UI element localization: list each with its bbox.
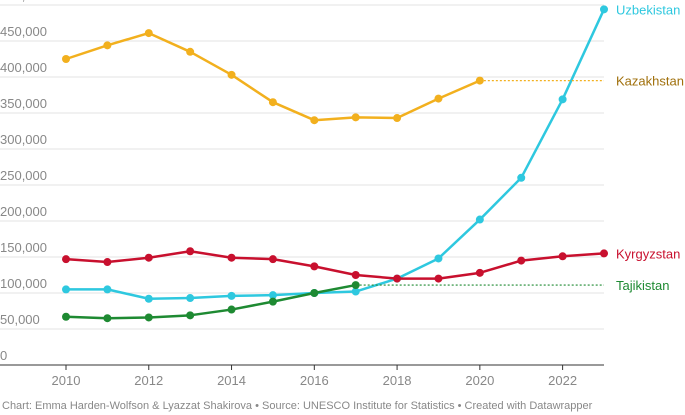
tajikistan-point [268, 297, 277, 306]
x-tick-label: 2016 [300, 373, 329, 388]
x-tick-label: 2014 [217, 373, 246, 388]
tajikistan-point [351, 281, 360, 290]
kyrgyzstan-point [268, 255, 277, 264]
kyrgyzstan-point [103, 258, 112, 267]
tajikistan-point [227, 305, 236, 314]
kazakhstan-point [434, 94, 443, 103]
y-tick-label: 150,000 [0, 240, 47, 255]
uzbekistan-point [103, 285, 112, 294]
uzbekistan-point [268, 291, 277, 300]
uzbekistan-line [64, 8, 606, 301]
tajikistan-point [144, 313, 153, 322]
kazakhstan-point [268, 98, 277, 107]
uzbekistan-point [186, 294, 195, 303]
kyrgyzstan-line [64, 249, 606, 280]
uzbekistan-point [434, 254, 443, 263]
series-lines [62, 5, 608, 323]
uzbekistan-point [62, 285, 70, 294]
y-tick-label: 350,000 [0, 96, 47, 111]
x-tick-label: 2020 [465, 373, 494, 388]
kazakhstan-point [62, 55, 70, 63]
uzbekistan-point [517, 173, 526, 182]
y-tick-label: 200,000 [0, 204, 47, 219]
chart-footer: Chart: Emma Harden-Wolfson & Lyazzat Sha… [2, 400, 593, 412]
kazakhstan-point [186, 47, 195, 56]
uzbekistan-point [475, 215, 484, 224]
y-tick-label: 500,000 [0, 0, 47, 3]
uzbekistan-point [351, 287, 360, 296]
x-tick-label: 2022 [548, 373, 577, 388]
series-labels: Uzbekistan Kazakhstan Kyrgyzstan Tajikistan [616, 2, 684, 293]
kazakhstan-point [310, 116, 319, 125]
kyrgyzstan-point [62, 255, 70, 264]
kazakhstan-label: Kazakhstan [616, 74, 684, 89]
y-tick-label: 300,000 [0, 132, 47, 147]
uzbekistan-point [600, 5, 608, 14]
kyrgyzstan-point [227, 253, 236, 262]
tajikistan-point [62, 312, 70, 321]
kazakhstan-point [393, 114, 402, 123]
kyrgyzstan-label: Kyrgyzstan [616, 246, 680, 261]
y-tick-label: 50,000 [0, 312, 40, 327]
y-axis-ticks: 0 50,000 100,000 150,000 200,000 250,000 300,0… [0, 0, 47, 363]
kyrgyzstan-point [351, 271, 360, 279]
tajikistan-point [186, 311, 195, 320]
uzbekistan-label: Uzbekistan [616, 2, 680, 17]
kyrgyzstan-point [310, 262, 319, 271]
kyrgyzstan-point [434, 274, 443, 283]
kazakhstan-point [103, 41, 112, 50]
uzbekistan-point [227, 291, 236, 300]
kyrgyzstan-point [393, 274, 402, 283]
x-tick-label: 2010 [52, 373, 81, 388]
kazakhstan-point [144, 29, 153, 38]
gridlines [0, 4, 604, 366]
kyrgyzstan-point [475, 268, 484, 277]
kyrgyzstan-point [144, 253, 153, 262]
x-axis-ticks: 2010 2012 2014 2016 2018 2020 2022 [52, 365, 577, 388]
y-tick-label: 250,000 [0, 168, 47, 183]
x-tick-label: 2012 [134, 373, 163, 388]
y-tick-label: 0 [0, 348, 7, 363]
tajikistan-point [310, 289, 319, 297]
y-tick-label: 450,000 [0, 24, 47, 39]
x-tick-label: 2018 [383, 373, 412, 388]
uzbekistan-point [144, 294, 153, 303]
y-tick-label: 100,000 [0, 276, 47, 291]
tajikistan-line [64, 283, 357, 320]
kyrgyzstan-point [558, 252, 567, 261]
tajikistan-point [103, 314, 112, 323]
tajikistan-label: Tajikistan [616, 278, 669, 293]
kyrgyzstan-point [600, 249, 608, 258]
uzbekistan-point [558, 95, 567, 104]
kazakhstan-point [475, 76, 484, 85]
kyrgyzstan-point [517, 256, 526, 265]
y-tick-label: 400,000 [0, 60, 47, 75]
kazakhstan-point [351, 113, 360, 122]
kazakhstan-point [227, 70, 236, 79]
kyrgyzstan-point [186, 247, 195, 256]
